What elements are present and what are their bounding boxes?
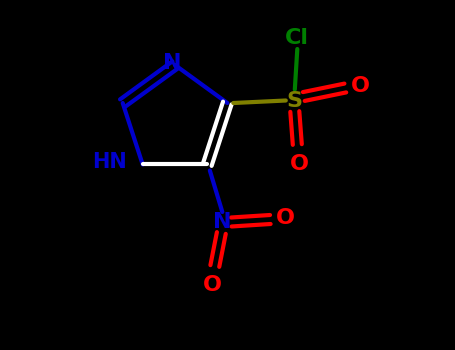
Text: N: N [163, 52, 182, 72]
Text: O: O [351, 76, 370, 96]
Text: O: O [290, 154, 309, 174]
Text: Cl: Cl [285, 28, 309, 48]
Text: O: O [276, 209, 295, 229]
Text: O: O [203, 275, 222, 295]
Text: HN: HN [92, 152, 126, 172]
Text: S: S [287, 91, 303, 111]
Text: N: N [213, 212, 232, 232]
